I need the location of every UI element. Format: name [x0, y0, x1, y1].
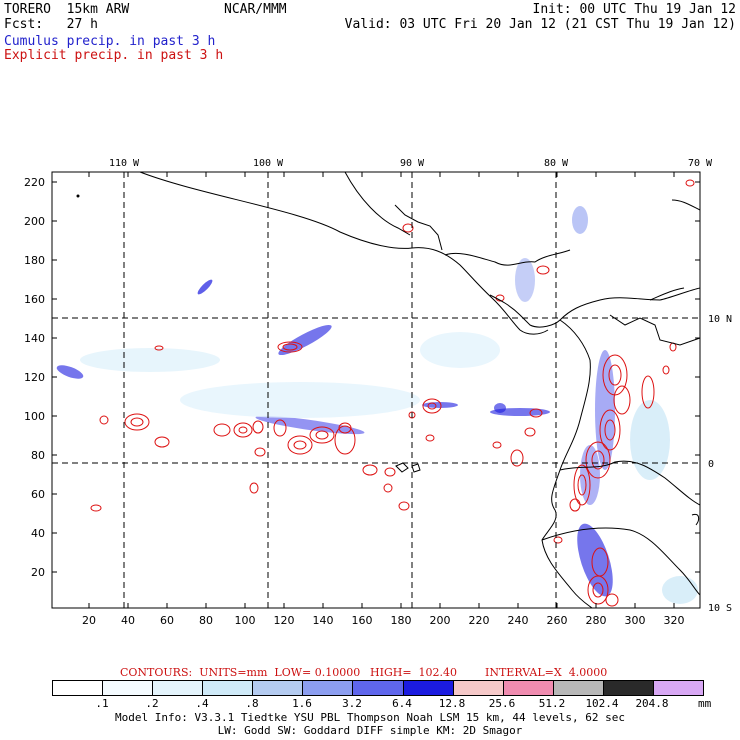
x-tick-label: 180	[391, 614, 412, 627]
x-tick-label: 220	[469, 614, 490, 627]
legend-swatch	[53, 681, 104, 695]
lon-label: 80 W	[544, 158, 569, 169]
lon-label: 110 W	[109, 158, 140, 169]
legend-tick-label: .4	[195, 697, 209, 710]
y-tick-label: 60	[31, 488, 45, 501]
legend-tick-label: 204.8	[635, 697, 669, 710]
x-tick-label: 200	[430, 614, 451, 627]
y-tick-label: 80	[31, 449, 45, 462]
init-time: Init: 00 UTC Thu 19 Jan 12	[532, 2, 737, 17]
latitude-labels: 10 N 0 10 S	[708, 314, 732, 614]
y-tick-labels: 220 200 180 160 140 120 100 80 60 40 20	[24, 176, 45, 579]
lat-label: 10 N	[708, 314, 732, 325]
legend-tick-label: 102.4	[585, 697, 619, 710]
y-tick-label: 200	[24, 215, 45, 228]
legend-swatch	[203, 681, 254, 695]
explicit-precip-contours	[90, 179, 695, 607]
forecast-hour: Fcst: 27 h	[4, 17, 98, 32]
lat-label: 0	[708, 459, 714, 470]
legend-tick-label: .2	[145, 697, 159, 710]
contours-units: CONTOURS: UNITS=mm LOW= 0.10000	[120, 666, 361, 679]
y-tick-label: 140	[24, 332, 45, 345]
axis-tick-marks	[52, 172, 700, 608]
x-tick-label: 100	[235, 614, 256, 627]
graticule	[52, 172, 700, 608]
legend-swatch	[653, 681, 704, 695]
contours-high: HIGH= 102.40	[370, 666, 458, 679]
legend-tick-label: 12.8	[438, 697, 466, 710]
legend-swatch	[303, 681, 354, 695]
x-tick-label: 120	[274, 614, 295, 627]
y-tick-label: 180	[24, 254, 45, 267]
legend-swatch	[403, 681, 454, 695]
islands	[76, 194, 421, 473]
map-frame	[51, 171, 701, 609]
x-tick-label: 60	[160, 614, 174, 627]
x-tick-label: 300	[625, 614, 646, 627]
legend-tick-label: .1	[95, 697, 109, 710]
x-tick-label: 80	[199, 614, 213, 627]
color-legend	[52, 680, 704, 696]
lat-label: 10 S	[708, 603, 732, 614]
y-tick-label: 20	[31, 566, 45, 579]
x-tick-label: 160	[352, 614, 373, 627]
model-title: TORERO 15km ARW	[4, 2, 130, 17]
legend-tick-label: 25.6	[488, 697, 516, 710]
x-tick-label: 20	[82, 614, 96, 627]
x-tick-label: 140	[313, 614, 334, 627]
cumulus-precip	[56, 206, 698, 604]
longitude-labels: 110 W 100 W 90 W 80 W 70 W	[109, 158, 713, 169]
y-tick-label: 160	[24, 293, 45, 306]
y-tick-label: 220	[24, 176, 45, 189]
legend-unit: mm	[698, 697, 712, 710]
y-tick-label: 100	[24, 410, 45, 423]
x-tick-label: 320	[664, 614, 685, 627]
legend-swatch	[353, 681, 404, 695]
model-info-line1: Model Info: V3.3.1 Tiedtke YSU PBL Thomp…	[115, 711, 625, 724]
legend-tick-label: 51.2	[538, 697, 566, 710]
coastlines	[139, 171, 701, 609]
x-tick-labels: 20 40 60 80 100 120 140 160 180 200 220 …	[82, 614, 685, 627]
y-tick-label: 120	[24, 371, 45, 384]
legend-tick-label: 1.6	[292, 697, 312, 710]
y-tick-label: 40	[31, 527, 45, 540]
legend-swatch	[153, 681, 204, 695]
model-info-line2: LW: Godd SW: Goddard DIFF simple KM: 2D …	[217, 724, 523, 737]
legend-tick-label: 3.2	[342, 697, 362, 710]
valid-time: Valid: 03 UTC Fri 20 Jan 12 (21 CST Thu …	[344, 17, 736, 32]
legend-swatch	[553, 681, 604, 695]
lon-label: 70 W	[688, 158, 713, 169]
contours-interval: INTERVAL=X 4.0000	[485, 666, 608, 679]
x-tick-label: 240	[508, 614, 529, 627]
org-label: NCAR/MMM	[224, 2, 287, 17]
legend-tick-label: 6.4	[392, 697, 412, 710]
x-tick-label: 260	[547, 614, 568, 627]
legend-swatch	[503, 681, 554, 695]
legend-swatch	[253, 681, 304, 695]
legend-tick-label: .8	[245, 697, 259, 710]
x-tick-label: 40	[121, 614, 135, 627]
legend-swatch	[603, 681, 654, 695]
legend-swatch	[453, 681, 504, 695]
x-tick-label: 280	[586, 614, 607, 627]
field-label-cumulus: Cumulus precip. in past 3 h	[4, 34, 216, 49]
field-label-explicit: Explicit precip. in past 3 h	[4, 48, 224, 63]
lon-label: 100 W	[253, 158, 284, 169]
lon-label: 90 W	[400, 158, 425, 169]
legend-swatch	[103, 681, 154, 695]
